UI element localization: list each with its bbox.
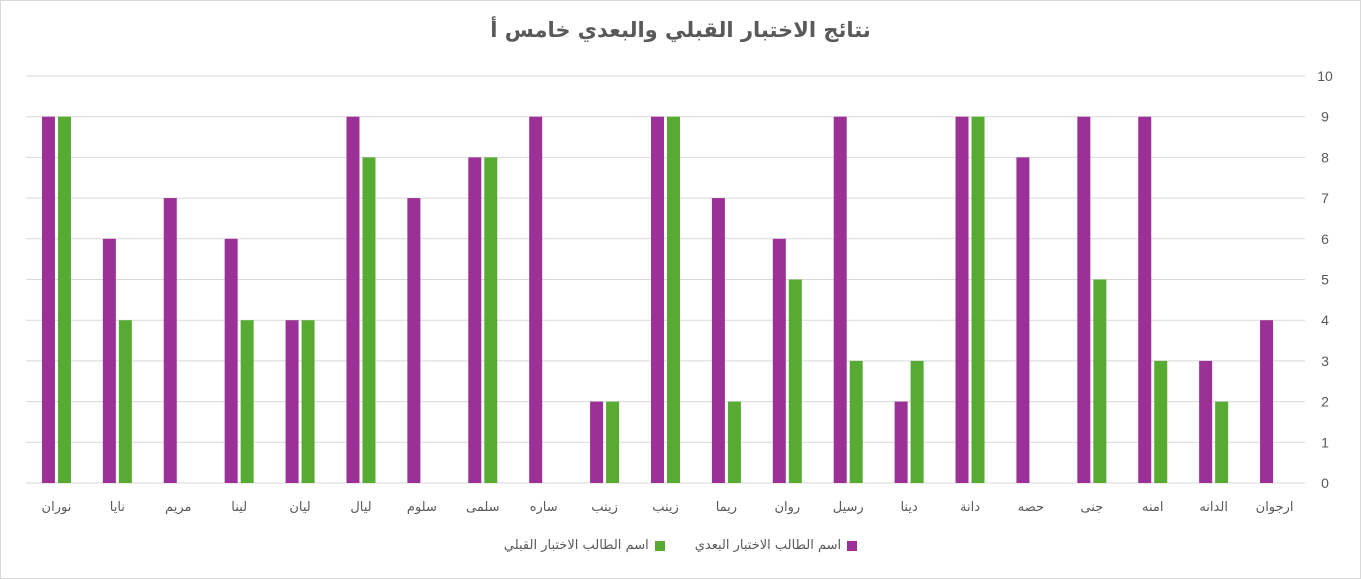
bar-pre-test <box>240 320 254 483</box>
bar-post-test <box>468 157 482 483</box>
bar-post-test <box>1016 157 1030 483</box>
bar-post-test <box>1138 116 1152 483</box>
y-tick-label: 9 <box>1321 109 1329 125</box>
legend-item-post: اسم الطالب الاختبار البعدي <box>694 538 858 553</box>
bar-pre-test <box>1154 360 1168 483</box>
bar-pre-test <box>727 401 741 483</box>
bar-pre-test <box>57 116 71 483</box>
y-tick-label: 6 <box>1321 231 1329 247</box>
y-tick-label: 2 <box>1321 394 1329 410</box>
bar-pre-test <box>118 320 132 483</box>
legend-label-pre: اسم الطالب الاختبار القبلي <box>503 538 649 553</box>
x-category-label: مريم <box>165 500 191 515</box>
y-axis-ticks: 0 1 2 3 4 5 6 7 8 9 10 <box>1317 68 1333 491</box>
x-category-label: زينب <box>591 500 618 515</box>
x-category-label: دينا <box>900 500 918 515</box>
bar-post-test <box>163 198 177 483</box>
x-category-label: ساره <box>530 500 558 515</box>
x-category-label: حصه <box>1018 500 1044 515</box>
y-tick-label: 3 <box>1321 353 1329 369</box>
bar-post-test <box>224 238 238 483</box>
bar-post-test <box>1199 360 1213 483</box>
y-tick-label: 5 <box>1321 272 1329 288</box>
bar-pre-test <box>1093 279 1107 483</box>
bar-pre-test <box>971 116 985 483</box>
bar-post-test <box>711 198 725 483</box>
bar-pre-test <box>606 401 620 483</box>
x-category-label: امنه <box>1142 500 1163 515</box>
chart-title: نتائج الاختبار القبلي والبعدي خامس أ <box>490 18 871 42</box>
x-category-label: ريما <box>716 500 737 515</box>
bar-post-test <box>651 116 664 483</box>
x-category-label: جنى <box>1080 500 1103 515</box>
x-category-label: نايا <box>110 500 125 515</box>
bar-post-test <box>955 116 969 483</box>
legend-label-post: اسم الطالب الاختبار البعدي <box>694 538 842 553</box>
legend-swatch-pre <box>654 540 665 551</box>
x-category-label: لينا <box>231 500 247 515</box>
bar-post-test <box>285 320 299 483</box>
x-category-label: دانة <box>960 500 980 515</box>
bar-post-test <box>1260 320 1274 483</box>
x-axis-labels: نوران نايا مريم لينا ليان ليال سلوم سلمى ساره زين… <box>42 500 1294 515</box>
bar-post-test <box>1077 116 1091 483</box>
gridlines <box>26 75 1305 484</box>
legend-item-pre: اسم الطالب الاختبار القبلي <box>504 538 665 553</box>
y-tick-label: 4 <box>1321 312 1329 328</box>
y-tick-label: 7 <box>1321 190 1329 206</box>
x-category-label: ارجوان <box>1256 500 1294 515</box>
legend-swatch-post <box>847 540 858 551</box>
bar-pre-test <box>667 116 680 483</box>
bar-pre-test <box>1215 401 1229 483</box>
bar-post-test <box>894 401 908 483</box>
bar-post-test <box>346 116 360 483</box>
x-category-label: سلوم <box>407 500 437 515</box>
x-category-label: رسيل <box>833 500 864 515</box>
bars <box>41 116 1274 483</box>
y-tick-label: 0 <box>1321 475 1329 491</box>
x-category-label: روان <box>774 500 800 515</box>
y-tick-label: 1 <box>1321 434 1329 450</box>
bar-pre-test <box>362 157 376 483</box>
bar-post-test <box>529 116 543 483</box>
x-category-label: ليال <box>350 500 371 515</box>
bar-pre-test <box>788 279 802 483</box>
bar-pre-test <box>484 157 498 483</box>
bar-post-test <box>102 238 116 483</box>
y-tick-label: 8 <box>1321 149 1329 165</box>
bar-pre-test <box>910 360 924 483</box>
x-category-label: ليان <box>289 500 310 515</box>
bar-post-test <box>407 198 421 483</box>
bar-post-test <box>772 238 786 483</box>
x-category-label: نوران <box>42 500 72 515</box>
x-category-label: الدانه <box>1199 500 1228 515</box>
bar-post-test <box>41 116 55 483</box>
bar-post-test <box>833 116 847 483</box>
x-category-label: سلمى <box>466 500 500 515</box>
bar-post-test <box>590 401 604 483</box>
x-category-label: زينب <box>652 500 679 515</box>
bar-pre-test <box>301 320 315 483</box>
y-tick-label: 10 <box>1317 68 1333 84</box>
legend: اسم الطالب الاختبار البعدي اسم الطالب ال… <box>0 538 1361 555</box>
bar-pre-test <box>849 360 863 483</box>
